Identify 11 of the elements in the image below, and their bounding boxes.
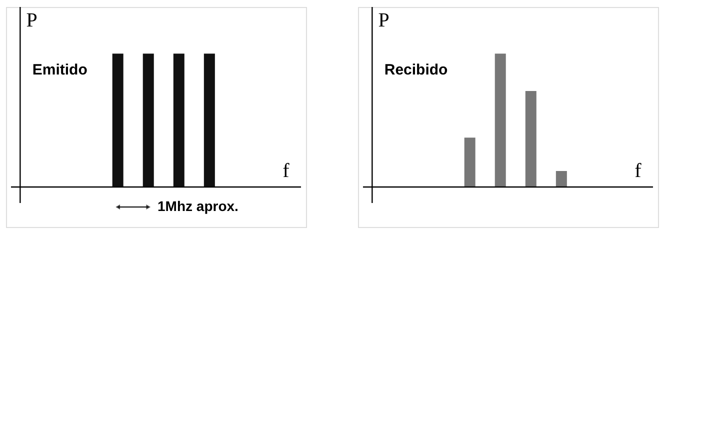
text: Recibido [384, 62, 448, 79]
y-axis-title: P [378, 9, 390, 32]
text: 1Mhz aprox. [158, 198, 238, 214]
bar [525, 91, 536, 187]
x-axis-title: f [282, 160, 290, 182]
y-axis-title: P [26, 9, 38, 32]
bar [494, 54, 506, 187]
bar [464, 138, 476, 187]
text: Emitido [32, 62, 88, 79]
x-axis-title: f [634, 160, 642, 182]
bar [556, 171, 567, 187]
